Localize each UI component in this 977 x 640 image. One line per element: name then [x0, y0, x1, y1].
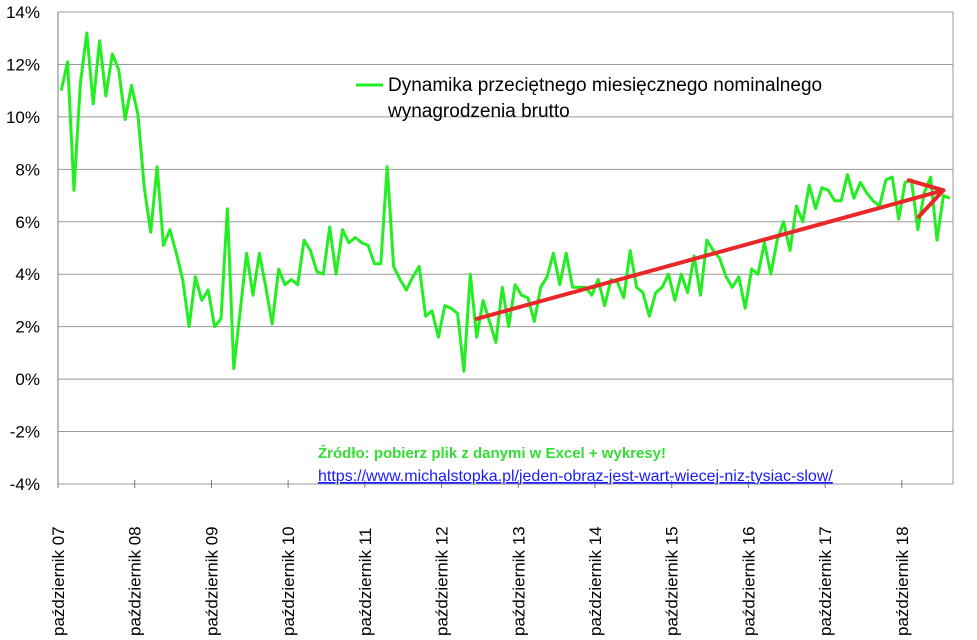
x-tick-label: październik 13	[509, 526, 528, 636]
y-tick-label: -4%	[10, 475, 40, 494]
x-tick-label: październik 18	[893, 526, 912, 636]
y-tick-label: 2%	[15, 318, 40, 337]
x-tick-label: październik 16	[739, 526, 758, 636]
gridlines	[57, 11, 954, 485]
legend-label: Dynamika przeciętnego miesięcznego nomin…	[388, 75, 822, 96]
x-axis-tick-labels: październik 07 październik 08 październik …	[49, 480, 912, 636]
trend-arrow-head	[906, 178, 946, 193]
y-tick-label: 12%	[6, 55, 40, 74]
x-tick-label: październik 07	[49, 526, 68, 636]
x-tick-label: październik 17	[816, 526, 835, 636]
x-tick-label: październik 09	[202, 526, 221, 636]
trend-arrow-head	[916, 188, 946, 219]
y-tick-label: 10%	[6, 108, 40, 127]
y-tick-label: 0%	[15, 370, 40, 389]
source-title: Źródło: pobierz plik z danymi w Excel + …	[318, 445, 666, 462]
legend: Dynamika przeciętnego miesięcznego nomin…	[356, 75, 822, 122]
y-tick-label: 14%	[6, 3, 40, 22]
x-tick-label: październik 14	[586, 526, 605, 636]
x-tick-label: październik 15	[663, 526, 682, 636]
legend-label-line2: wynagrodzenia brutto	[387, 101, 570, 122]
x-tick-label: październik 08	[126, 526, 145, 636]
y-tick-label: 8%	[15, 160, 40, 179]
y-tick-label: -2%	[10, 423, 40, 442]
series-layer	[59, 31, 951, 373]
source-annotation: Źródło: pobierz plik z danymi w Excel + …	[318, 445, 833, 485]
trend-arrow-shaft	[474, 188, 946, 321]
series-line	[59, 31, 951, 373]
trend-arrow	[474, 178, 946, 321]
y-tick-label: 4%	[15, 265, 40, 284]
y-axis-tick-labels: -4% -2% 0% 2% 4% 6% 8% 10% 12% 14%	[6, 3, 40, 494]
x-tick-label: październik 11	[356, 528, 375, 636]
y-tick-label: 6%	[15, 213, 40, 232]
source-link[interactable]: https://www.michalstopka.pl/jeden-obraz-…	[318, 468, 833, 485]
x-tick-label: październik 12	[433, 526, 452, 636]
x-tick-label: październik 10	[279, 526, 298, 636]
